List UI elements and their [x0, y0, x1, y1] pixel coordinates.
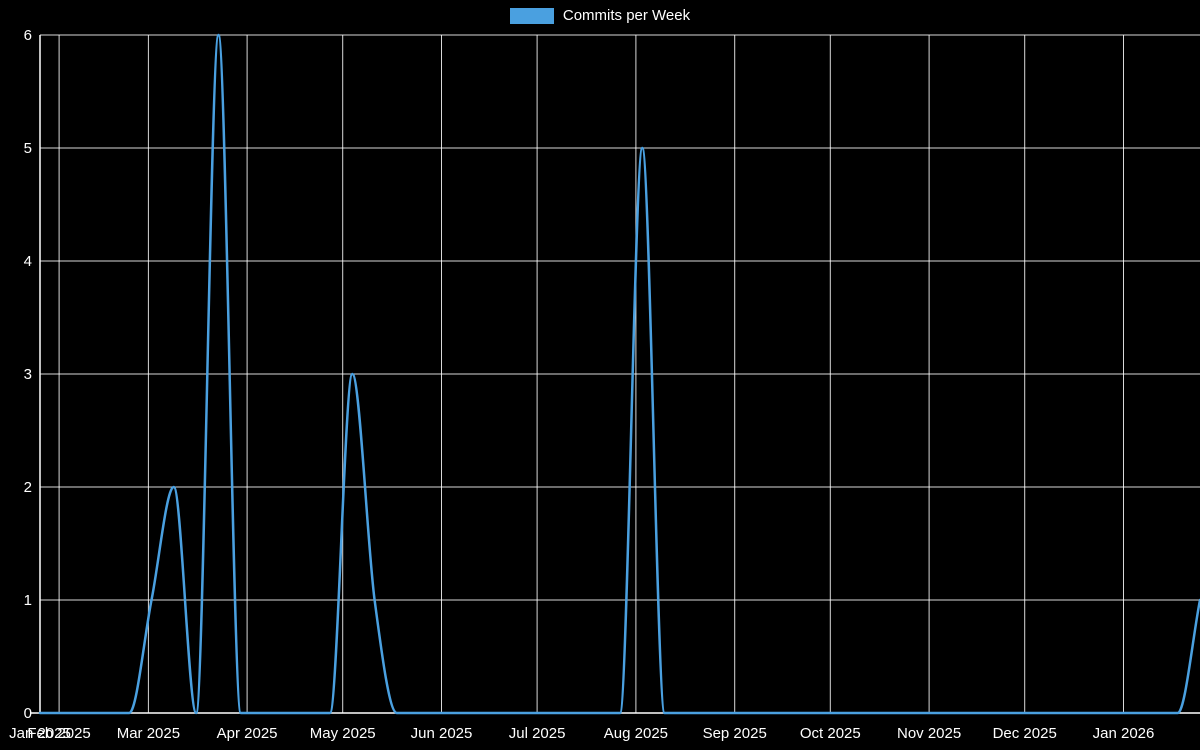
x-axis-tick-label: Feb 2025 [27, 725, 90, 742]
y-axis-tick-label: 2 [24, 479, 32, 496]
y-axis-tick-label: 3 [24, 366, 32, 383]
x-axis-tick-label: Oct 2025 [800, 725, 861, 742]
x-axis-tick-label: Mar 2025 [117, 725, 180, 742]
y-axis-tick-label: 6 [24, 27, 32, 44]
x-axis-tick-label: May 2025 [310, 725, 376, 742]
y-axis-tick-label: 0 [24, 705, 32, 722]
x-axis-tick-label: Nov 2025 [897, 725, 961, 742]
x-axis-tick-label: Sep 2025 [703, 725, 767, 742]
x-axis-tick-label: Jan 2026 [1093, 725, 1155, 742]
y-axis-tick-label: 4 [24, 253, 32, 270]
x-axis-tick-label: Jul 2025 [509, 725, 566, 742]
x-axis-tick-label: Apr 2025 [217, 725, 278, 742]
x-axis-tick-label: Jun 2025 [411, 725, 473, 742]
y-axis-tick-label: 5 [24, 140, 32, 157]
x-axis-tick-label: Dec 2025 [993, 725, 1057, 742]
legend-swatch [509, 8, 554, 24]
chart-legend[interactable]: Commits per Week [0, 7, 1200, 25]
x-axis-tick-label: Jan 2025 [9, 725, 71, 742]
legend-label: Commits per Week [562, 7, 691, 24]
y-axis-tick-label: 1 [24, 592, 32, 609]
series-line-commits-per-week [38, 33, 1200, 715]
x-axis-tick-label: Aug 2025 [604, 725, 668, 742]
